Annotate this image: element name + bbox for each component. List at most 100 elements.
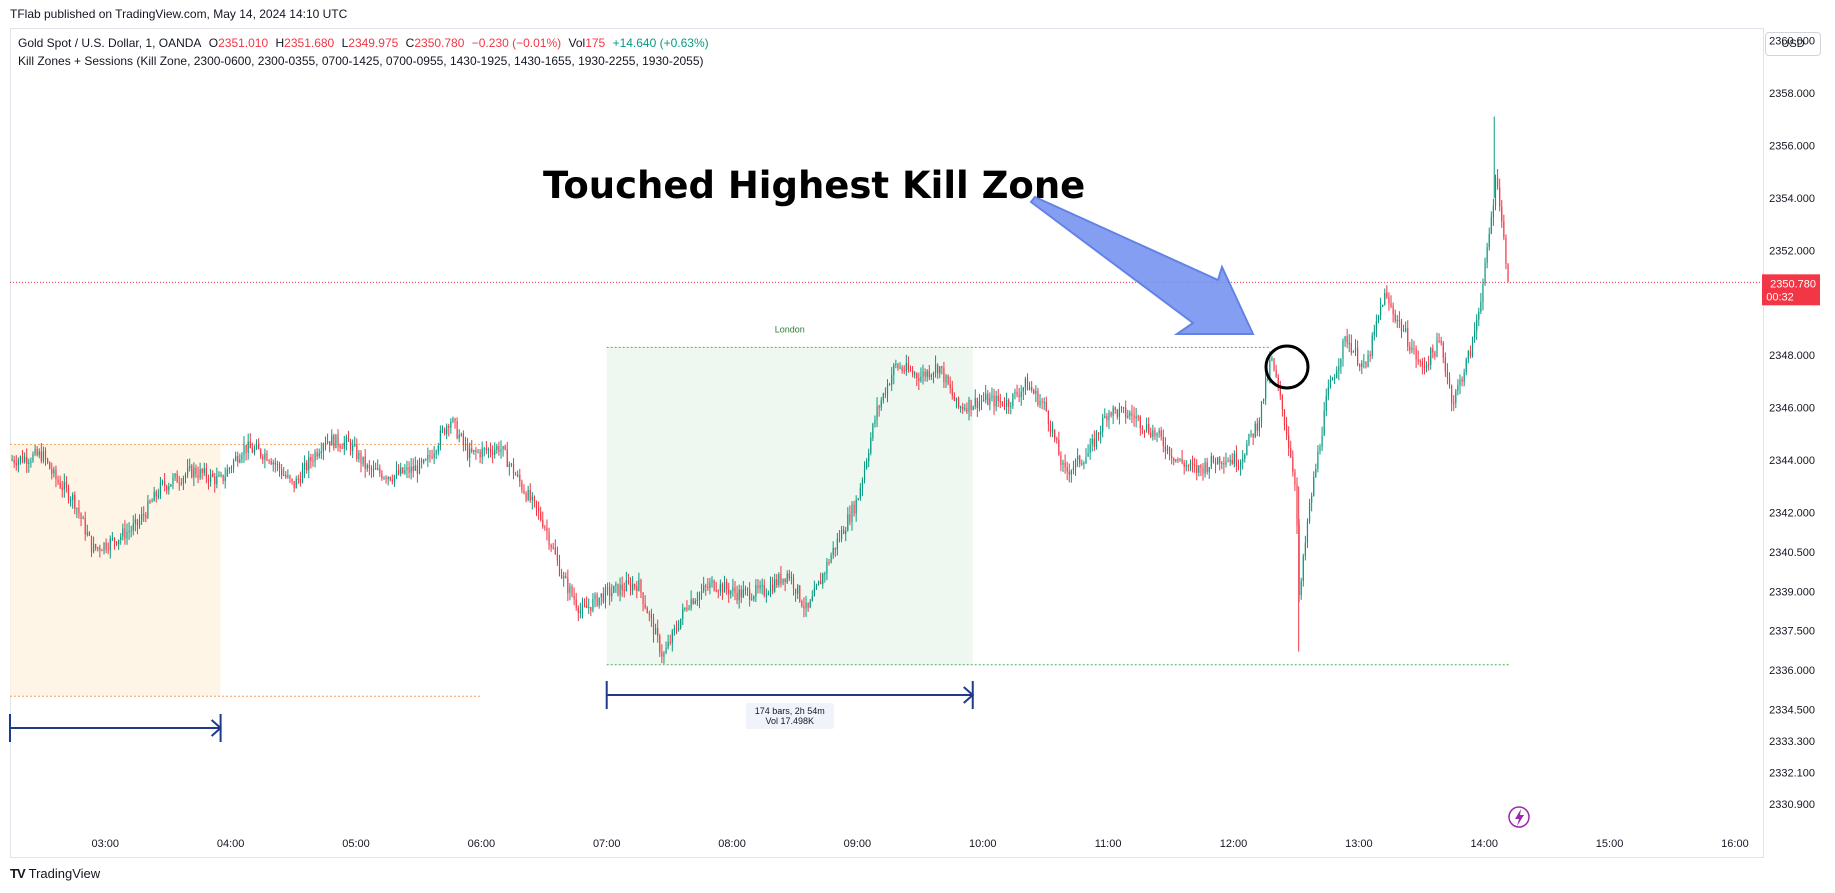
candle-body bbox=[1334, 378, 1336, 380]
candle-body bbox=[266, 453, 268, 461]
candle-body bbox=[594, 594, 596, 599]
candle-body bbox=[214, 476, 216, 485]
candle-body bbox=[404, 470, 406, 474]
candle-body bbox=[289, 475, 291, 479]
candle-body bbox=[822, 573, 824, 585]
candle-body bbox=[1223, 463, 1225, 465]
candle-body bbox=[115, 541, 118, 545]
candle-body bbox=[1037, 390, 1039, 406]
volume-group: Vol175 bbox=[569, 36, 606, 50]
candle-body bbox=[74, 494, 76, 509]
price-tick-label: 2337.500 bbox=[1769, 626, 1815, 638]
candle-body bbox=[586, 605, 588, 608]
candle-body bbox=[1106, 415, 1108, 421]
candle-body bbox=[1143, 429, 1146, 431]
candle-body bbox=[1421, 361, 1423, 367]
candle-body bbox=[1292, 457, 1294, 472]
touch-circle-marker bbox=[1264, 344, 1310, 390]
price-tick-label: 2346.000 bbox=[1769, 403, 1815, 415]
price-tick-label: 2348.000 bbox=[1769, 350, 1815, 362]
london-label: London bbox=[775, 324, 805, 334]
candle-body bbox=[1313, 476, 1315, 496]
candle-body bbox=[1308, 502, 1311, 522]
candle-body bbox=[469, 448, 471, 459]
time-tick-label: 14:00 bbox=[1470, 838, 1498, 850]
candle-body bbox=[723, 581, 726, 593]
candle-body bbox=[955, 397, 958, 401]
candle-body bbox=[1135, 416, 1137, 419]
candle-body bbox=[406, 467, 408, 471]
candle-body bbox=[383, 477, 385, 479]
candle-body bbox=[464, 444, 467, 446]
price-axis[interactable]: 2360.000 2358.000 2356.000 2354.000 2352.000… bbox=[1762, 35, 1820, 811]
candle-body bbox=[891, 375, 893, 385]
candle-body bbox=[431, 456, 433, 458]
candle-body bbox=[1465, 359, 1467, 373]
candle-body bbox=[126, 531, 128, 539]
candle-body bbox=[1400, 320, 1403, 331]
currency-button[interactable]: USD bbox=[1765, 32, 1821, 56]
price-tick-label: 2332.100 bbox=[1769, 767, 1815, 779]
candle-body bbox=[947, 375, 949, 385]
candle-body bbox=[1398, 319, 1400, 321]
symbol-name[interactable]: Gold Spot / U.S. Dollar, 1, OANDA bbox=[18, 36, 202, 50]
price-tick-label: 2334.500 bbox=[1769, 704, 1815, 716]
candle-body bbox=[408, 467, 410, 473]
candle-body bbox=[993, 395, 995, 407]
candle-body bbox=[1480, 301, 1482, 312]
candle-body bbox=[218, 475, 220, 477]
candle-body bbox=[249, 441, 251, 449]
candle-body bbox=[170, 484, 172, 487]
candle-body bbox=[1239, 461, 1242, 467]
candle-body bbox=[113, 537, 116, 542]
candle-body bbox=[868, 453, 870, 462]
candle-body bbox=[1217, 457, 1219, 465]
candle-body bbox=[389, 477, 391, 480]
candle-body bbox=[709, 582, 711, 588]
candle-body bbox=[884, 393, 887, 395]
candle-body bbox=[540, 511, 542, 520]
candle-body bbox=[1311, 495, 1313, 503]
candle-body bbox=[1131, 412, 1133, 416]
candle-body bbox=[53, 469, 55, 474]
candle-body bbox=[1501, 206, 1503, 222]
candle-body bbox=[813, 588, 815, 597]
candle-body bbox=[1442, 342, 1444, 358]
candle-body bbox=[1051, 429, 1054, 432]
candle-body bbox=[235, 456, 237, 461]
candle-body bbox=[951, 388, 953, 396]
time-axis[interactable]: 03:00 04:00 05:00 06:00 07:00 08:00 09:00 10:00… bbox=[92, 838, 1749, 850]
candle-body bbox=[84, 518, 86, 535]
time-tick-label: 12:00 bbox=[1220, 838, 1248, 850]
candle-body bbox=[1411, 348, 1413, 351]
candle-body bbox=[907, 363, 910, 371]
indicator-line[interactable]: Kill Zones + Sessions (Kill Zone, 2300-0… bbox=[18, 54, 704, 68]
candle-body bbox=[420, 460, 423, 463]
candle-body bbox=[974, 398, 976, 407]
candle-body bbox=[1095, 432, 1098, 447]
candle-body bbox=[82, 518, 84, 520]
candle-body bbox=[141, 514, 143, 521]
candle-body bbox=[1114, 407, 1116, 410]
candle-body bbox=[957, 397, 960, 407]
price-tick-label: 2358.000 bbox=[1769, 88, 1815, 100]
candle-body bbox=[652, 618, 655, 635]
candle-body bbox=[1156, 433, 1158, 436]
candle-body bbox=[387, 477, 389, 480]
candle-body bbox=[1189, 463, 1192, 466]
candle-body bbox=[730, 591, 732, 595]
candle-body bbox=[1361, 363, 1363, 367]
footer-brand[interactable]: TV TradingView bbox=[10, 866, 100, 881]
candle-body bbox=[742, 589, 744, 598]
candle-body bbox=[473, 449, 475, 452]
time-tick-label: 10:00 bbox=[969, 838, 997, 850]
candle-body bbox=[1024, 378, 1027, 388]
candle-body bbox=[901, 367, 903, 371]
candle-body bbox=[189, 465, 191, 468]
price-tick-label: 2330.900 bbox=[1769, 799, 1815, 811]
candle-body bbox=[1405, 328, 1407, 331]
candle-body bbox=[55, 469, 57, 480]
candle-body bbox=[1423, 366, 1426, 368]
